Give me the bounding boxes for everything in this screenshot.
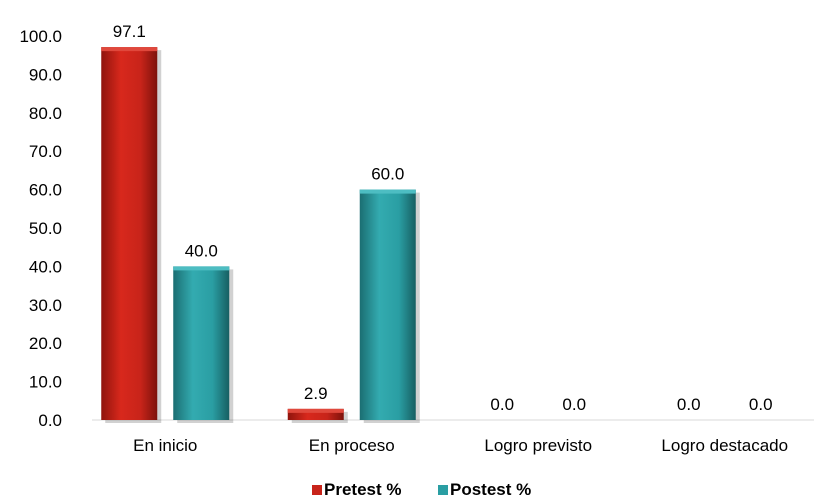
bar-postest-1 [359,189,416,420]
x-tick-label: En inicio [133,436,197,455]
y-tick-label: 100.0 [19,27,62,46]
bar-pretest-1 [287,408,344,420]
bar-pretest-0 [101,47,158,421]
x-axis: En inicio En proceso Logro previsto Logro d… [133,436,788,455]
bar-postest-0 [173,266,230,420]
bar-top-bevel [101,47,158,52]
y-axis: 0.0 10.0 20.0 30.0 40.0 50.0 60.0 70.0 80.0 90.0 1… [19,27,814,430]
y-tick-label: 20.0 [29,334,62,353]
x-tick-label: Logro destacado [661,436,788,455]
y-tick-label: 80.0 [29,104,62,123]
y-tick-label: 0.0 [38,411,62,430]
data-label: 97.1 [113,22,146,41]
y-tick-label: 10.0 [29,373,62,392]
data-labels: 97.1 40.0 2.9 60.0 0.0 0.0 0.0 0.0 [113,22,773,414]
legend-label: Pretest % [324,480,401,499]
data-label: 40.0 [185,241,218,260]
y-tick-label: 30.0 [29,296,62,315]
x-tick-label: En proceso [309,436,395,455]
data-label: 0.0 [749,395,773,414]
y-tick-label: 90.0 [29,65,62,84]
legend-swatch [438,485,448,495]
data-label: 0.0 [490,395,514,414]
legend-label: Postest % [450,480,531,499]
data-label: 0.0 [677,395,701,414]
data-label: 0.0 [562,395,586,414]
data-label: 2.9 [304,384,328,403]
x-tick-label: Logro previsto [484,436,592,455]
data-label: 60.0 [371,165,404,184]
y-tick-label: 70.0 [29,142,62,161]
bar-top-bevel [173,266,230,271]
y-tick-label: 60.0 [29,181,62,200]
legend-swatch [312,485,322,495]
bars [101,47,420,424]
legend: Pretest % Postest % [312,480,531,499]
bar-top-bevel [287,408,344,413]
y-tick-label: 40.0 [29,257,62,276]
y-tick-label: 50.0 [29,219,62,238]
bar-top-bevel [359,189,416,194]
